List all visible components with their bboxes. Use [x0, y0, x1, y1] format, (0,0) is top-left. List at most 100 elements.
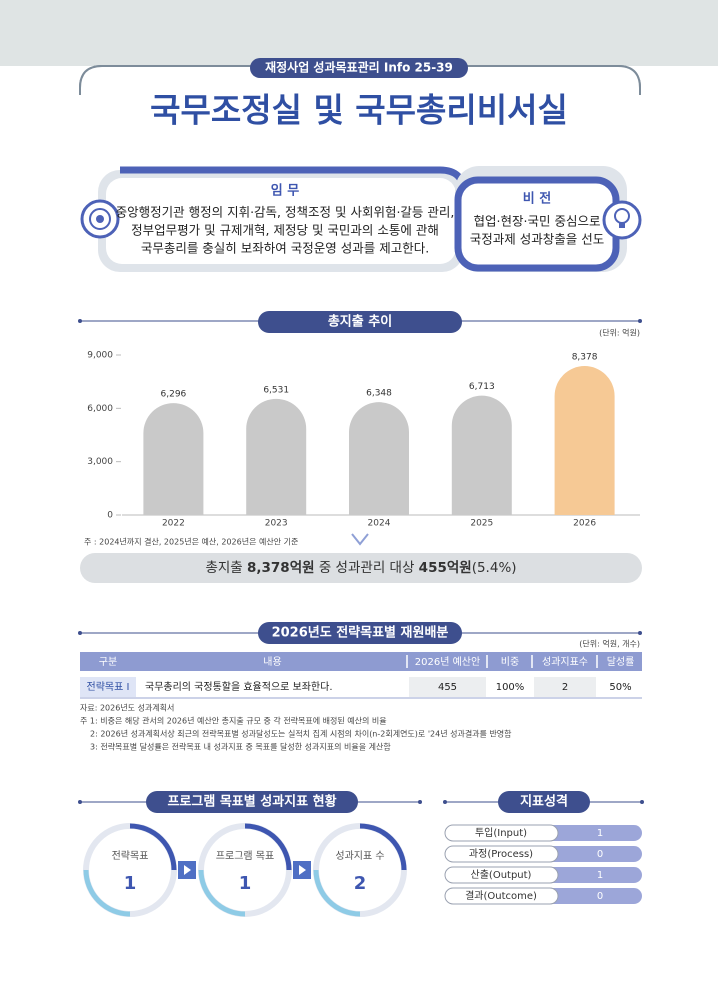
indicator-label-bg — [444, 887, 559, 905]
rule-dot — [640, 800, 644, 804]
step-arc — [129, 823, 177, 871]
indicator-value: 1 — [597, 870, 603, 881]
title-bg — [80, 66, 640, 146]
program-title: 프로그램 목표별 성과지표 현황 — [167, 794, 336, 810]
chart-unit: (단위: 억원) — [599, 328, 640, 338]
step-arrow — [299, 865, 306, 875]
indicator-value: 1 — [597, 828, 603, 839]
rule-dot — [78, 631, 82, 635]
table-cell: 50% — [609, 682, 631, 693]
x-tick-label: 2026 — [573, 519, 596, 529]
summary-text: 총지출 8,378억원 중 성과관리 대상 455억원(5.4%) — [205, 560, 516, 576]
indicator-value-bg — [545, 846, 642, 862]
step-label: 프로그램 목표 — [216, 850, 274, 862]
y-tick-label: 3,000 — [87, 457, 113, 467]
rule-dot — [638, 631, 642, 635]
summary-part: 8,378억원 — [247, 560, 315, 576]
step-label: 성과지표 수 — [335, 850, 384, 862]
chart-title: 총지출 추이 — [328, 314, 392, 330]
indicator-value: 0 — [597, 891, 603, 902]
vision-line: 협업·현장·국민 중심으로 — [474, 214, 601, 229]
mission-line: 중앙행정기관 행정의 지휘·감독, 정책조정 및 사회위험·갈등 관리, — [116, 205, 455, 220]
cell-bg — [409, 677, 486, 697]
table-cell: 455 — [438, 682, 457, 693]
indicator-value-bg — [545, 867, 642, 883]
rule-dot — [78, 800, 82, 804]
indicator-list: 투입(Input) 1 과정(Process) 0 산출(Output) 1 결과(Outc… — [444, 824, 642, 905]
summary-part: (5.4%) — [472, 560, 517, 576]
step-arc — [198, 869, 246, 917]
cell-bg — [489, 677, 531, 697]
mission-title: 임 무 — [271, 184, 299, 199]
section-pill — [258, 622, 462, 644]
vision-title: 비 전 — [523, 191, 551, 207]
summary-bar — [80, 553, 642, 583]
top-band — [0, 0, 718, 66]
mission-icon — [96, 215, 104, 223]
bar — [554, 366, 615, 515]
rule-dot — [78, 319, 82, 323]
y-tick-label: 0 — [107, 511, 113, 521]
step-arc — [359, 823, 407, 871]
chart-note: 주 : 2024년까지 결산, 2025년은 예산, 2026년은 예산안 기준 — [84, 537, 298, 547]
x-tick-label: 2022 — [162, 519, 185, 529]
vision-line: 국정과제 성과창출을 선도 — [470, 232, 604, 247]
badge-text: 재정사업 성과목표관리 Info 25-39 — [265, 60, 453, 75]
indicator-label-bg — [444, 866, 559, 884]
summary-part: 455억원 — [419, 560, 472, 576]
cell-bg — [534, 677, 596, 697]
x-tick-label: 2025 — [470, 519, 493, 529]
header-cell: 비중 — [501, 656, 519, 668]
step-label: 전략목표 — [112, 850, 149, 862]
badge — [250, 58, 468, 78]
mission-line: 정부업무평가 및 규제개혁, 제정당 및 국민과의 소통에 관해 — [131, 223, 439, 238]
value-label: 6,348 — [366, 389, 392, 399]
value-label: 6,296 — [161, 390, 187, 400]
header-cell: 성과지표수 — [542, 656, 588, 668]
header-cell: 달성률 — [607, 656, 635, 668]
cell-bg — [80, 677, 136, 697]
step-value: 1 — [239, 873, 252, 894]
table-note: 자료: 2026년도 성과계획서 — [80, 703, 174, 713]
step-arc — [244, 823, 292, 871]
indicator-label: 산출(Output) — [471, 869, 532, 881]
step-arrow — [184, 865, 191, 875]
table-title: 2026년도 전략목표별 재원배분 — [272, 625, 449, 641]
bar — [451, 395, 512, 515]
indicator-label: 결과(Outcome) — [465, 890, 537, 902]
y-tick-label: 6,000 — [87, 404, 113, 414]
program-flow: 전략목표 1 프로그램 목표 1 성과지표 수 2 — [83, 823, 407, 917]
bar — [246, 398, 307, 515]
header-cell: 구분 — [99, 656, 117, 668]
indicator-value: 0 — [597, 849, 603, 860]
summary-part: 총지출 — [205, 560, 242, 576]
table-note: 3: 전략목표별 달성률은 전략목표 내 성과지표 중 목표를 달성한 성과지표… — [90, 742, 391, 752]
value-label: 8,378 — [572, 353, 598, 363]
rule-dot — [443, 800, 447, 804]
x-tick-label: 2023 — [265, 519, 288, 529]
header-cell: 2026년 예산안 — [415, 656, 480, 668]
indicator-value-bg — [545, 825, 642, 841]
step-arc — [83, 869, 131, 917]
summary-part: 중 성과관리 대상 — [319, 560, 415, 576]
vision-icon — [619, 223, 625, 228]
step-value: 1 — [124, 873, 137, 894]
bar — [143, 403, 204, 515]
rule-dot — [638, 319, 642, 323]
value-label: 6,531 — [263, 385, 289, 395]
table-cell: 국무총리의 국정통할을 효율적으로 보좌한다. — [145, 681, 333, 693]
cell-bg — [139, 677, 406, 697]
table-note: 2: 2026년 성과계획서상 최근의 전략목표별 성과달성도는 실적치 집계 … — [90, 729, 512, 739]
table-cell: 100% — [496, 682, 525, 693]
indicator-label-bg — [444, 845, 559, 863]
step-value: 2 — [354, 873, 367, 894]
mission-icon — [89, 208, 111, 230]
x-tick-label: 2024 — [368, 519, 391, 529]
table-note: 주 1: 비중은 해당 관서의 2026년 예산안 총지출 규모 중 각 전략목… — [80, 716, 387, 726]
table-unit: (단위: 억원, 개수) — [579, 639, 640, 649]
section-pill — [498, 791, 590, 813]
y-tick-label: 9,000 — [87, 351, 113, 361]
